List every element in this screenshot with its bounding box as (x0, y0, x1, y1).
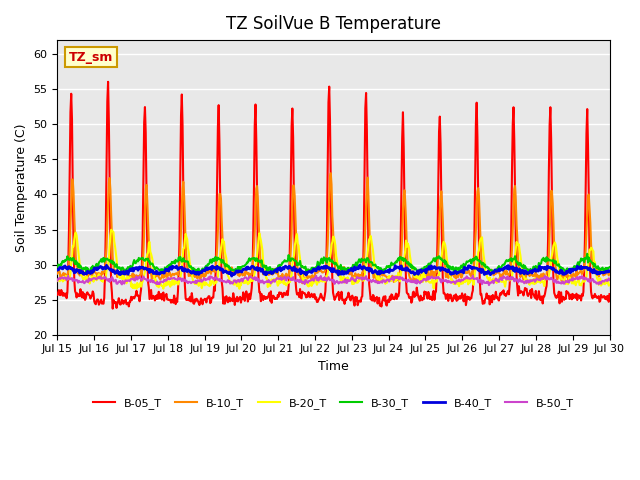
Legend: B-05_T, B-10_T, B-20_T, B-30_T, B-40_T, B-50_T: B-05_T, B-10_T, B-20_T, B-30_T, B-40_T, … (88, 393, 579, 413)
X-axis label: Time: Time (318, 360, 349, 373)
Text: TZ_sm: TZ_sm (68, 51, 113, 64)
Y-axis label: Soil Temperature (C): Soil Temperature (C) (15, 123, 28, 252)
Title: TZ SoilVue B Temperature: TZ SoilVue B Temperature (226, 15, 441, 33)
